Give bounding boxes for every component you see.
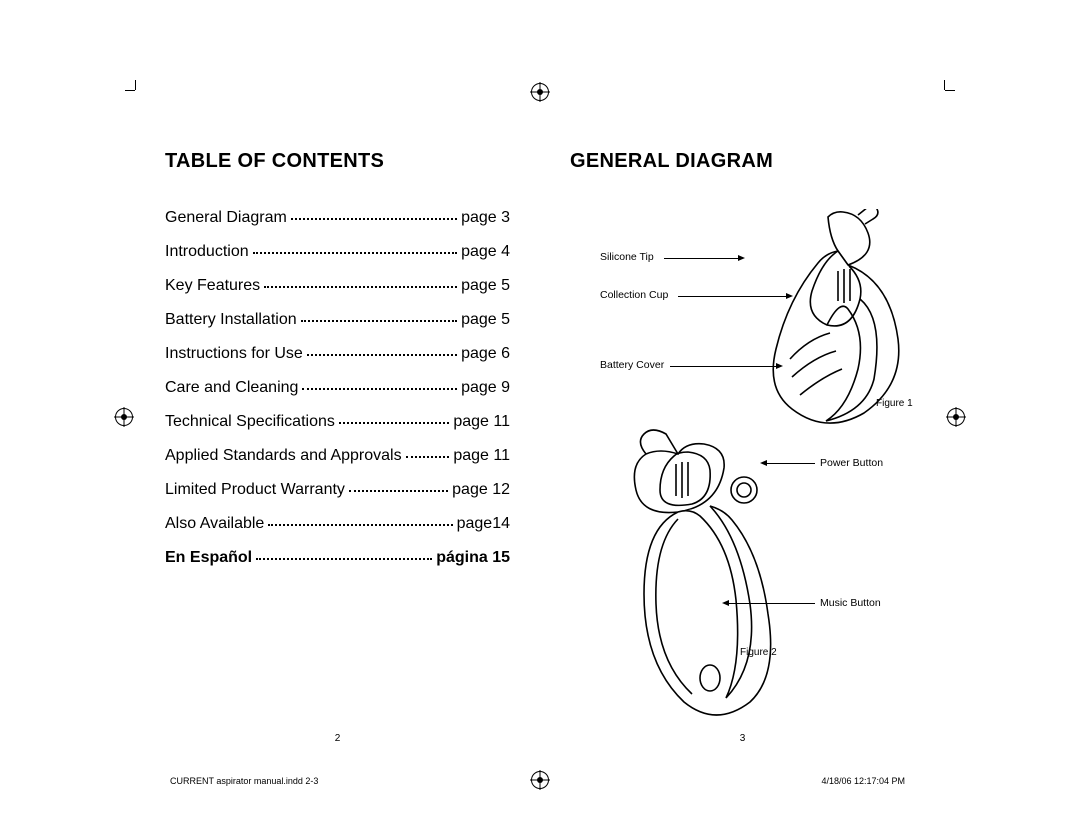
page-number-left: 2 <box>135 733 540 744</box>
toc-page: page 5 <box>461 277 510 295</box>
toc-page: page 9 <box>461 379 510 397</box>
toc-row: Limited Product Warranty page 12 <box>165 481 510 499</box>
toc-row: Instructions for Use page 6 <box>165 345 510 363</box>
toc-label: Also Available <box>165 515 264 533</box>
toc-page: page 11 <box>453 413 510 431</box>
toc-row: Technical Specifications page 11 <box>165 413 510 431</box>
toc-leader-dots <box>339 422 449 424</box>
callout-line <box>678 296 786 297</box>
toc-label: Battery Installation <box>165 311 297 329</box>
crop-mark <box>945 90 955 91</box>
callout-line <box>670 366 776 367</box>
arrowhead-icon <box>722 600 729 606</box>
right-page: GENERAL DIAGRAM <box>540 90 945 744</box>
diagram-title: GENERAL DIAGRAM <box>570 150 915 173</box>
toc-label: Applied Standards and Approvals <box>165 447 402 465</box>
page-number-right: 3 <box>540 733 945 744</box>
toc-label: Limited Product Warranty <box>165 481 345 499</box>
callout-collection-cup: Collection Cup <box>600 289 668 301</box>
arrowhead-icon <box>776 363 783 369</box>
callout-line <box>767 463 815 464</box>
figure-2-label: Figure 2 <box>740 647 777 658</box>
toc-label: Key Features <box>165 277 260 295</box>
arrowhead-icon <box>760 460 767 466</box>
toc-page: página 15 <box>436 549 510 567</box>
figure-1-label: Figure 1 <box>876 398 913 409</box>
toc-leader-dots <box>268 524 452 526</box>
toc-title: TABLE OF CONTENTS <box>165 150 510 173</box>
toc-row: Care and Cleaning page 9 <box>165 379 510 397</box>
toc-label: Care and Cleaning <box>165 379 298 397</box>
toc-label: Technical Specifications <box>165 413 335 431</box>
arrowhead-icon <box>786 293 793 299</box>
toc-page: page 6 <box>461 345 510 363</box>
callout-power-button: Power Button <box>820 457 883 469</box>
toc-row: Applied Standards and Approvals page 11 <box>165 447 510 465</box>
crop-mark <box>125 90 135 91</box>
toc-page: page 3 <box>461 209 510 227</box>
toc-row: En Español página 15 <box>165 549 510 567</box>
toc-row: Introduction page 4 <box>165 243 510 261</box>
registration-mark-left <box>115 408 133 426</box>
callout-line <box>664 258 738 259</box>
diagram-area: Silicone Tip Collection Cup Battery Cove… <box>570 209 915 714</box>
toc-page: page 4 <box>461 243 510 261</box>
arrowhead-icon <box>738 255 745 261</box>
toc-label: General Diagram <box>165 209 287 227</box>
footer-filename: CURRENT aspirator manual.indd 2-3 <box>170 776 318 786</box>
callout-silicone-tip: Silicone Tip <box>600 251 654 263</box>
toc-row: Also Available page14 <box>165 515 510 533</box>
toc-row: Battery Installation page 5 <box>165 311 510 329</box>
toc-leader-dots <box>307 354 457 356</box>
crop-mark <box>944 80 945 90</box>
toc-page: page 12 <box>452 481 510 499</box>
toc-label: En Español <box>165 549 252 567</box>
device-figure-2 <box>600 424 800 724</box>
crop-mark <box>135 80 136 90</box>
toc-leader-dots <box>301 320 457 322</box>
toc-row: Key Features page 5 <box>165 277 510 295</box>
toc-leader-dots <box>264 286 457 288</box>
registration-mark-right <box>947 408 965 426</box>
toc-leader-dots <box>253 252 457 254</box>
toc-page: page 5 <box>461 311 510 329</box>
callout-battery-cover: Battery Cover <box>600 359 664 371</box>
toc-label: Instructions for Use <box>165 345 303 363</box>
left-page: TABLE OF CONTENTS General Diagram page 3 I… <box>135 90 540 744</box>
toc-page: page14 <box>457 515 510 533</box>
toc-leader-dots <box>406 456 450 458</box>
toc-list: General Diagram page 3 Introduction page 4 K… <box>165 209 510 583</box>
toc-leader-dots <box>349 490 448 492</box>
toc-label: Introduction <box>165 243 249 261</box>
toc-row: General Diagram page 3 <box>165 209 510 227</box>
callout-line <box>729 603 815 604</box>
footer-timestamp: 4/18/06 12:17:04 PM <box>821 776 905 786</box>
callout-music-button: Music Button <box>820 597 881 609</box>
registration-mark-bottom <box>531 771 549 789</box>
toc-leader-dots <box>256 558 432 560</box>
toc-leader-dots <box>302 388 457 390</box>
toc-leader-dots <box>291 218 457 220</box>
toc-page: page 11 <box>453 447 510 465</box>
